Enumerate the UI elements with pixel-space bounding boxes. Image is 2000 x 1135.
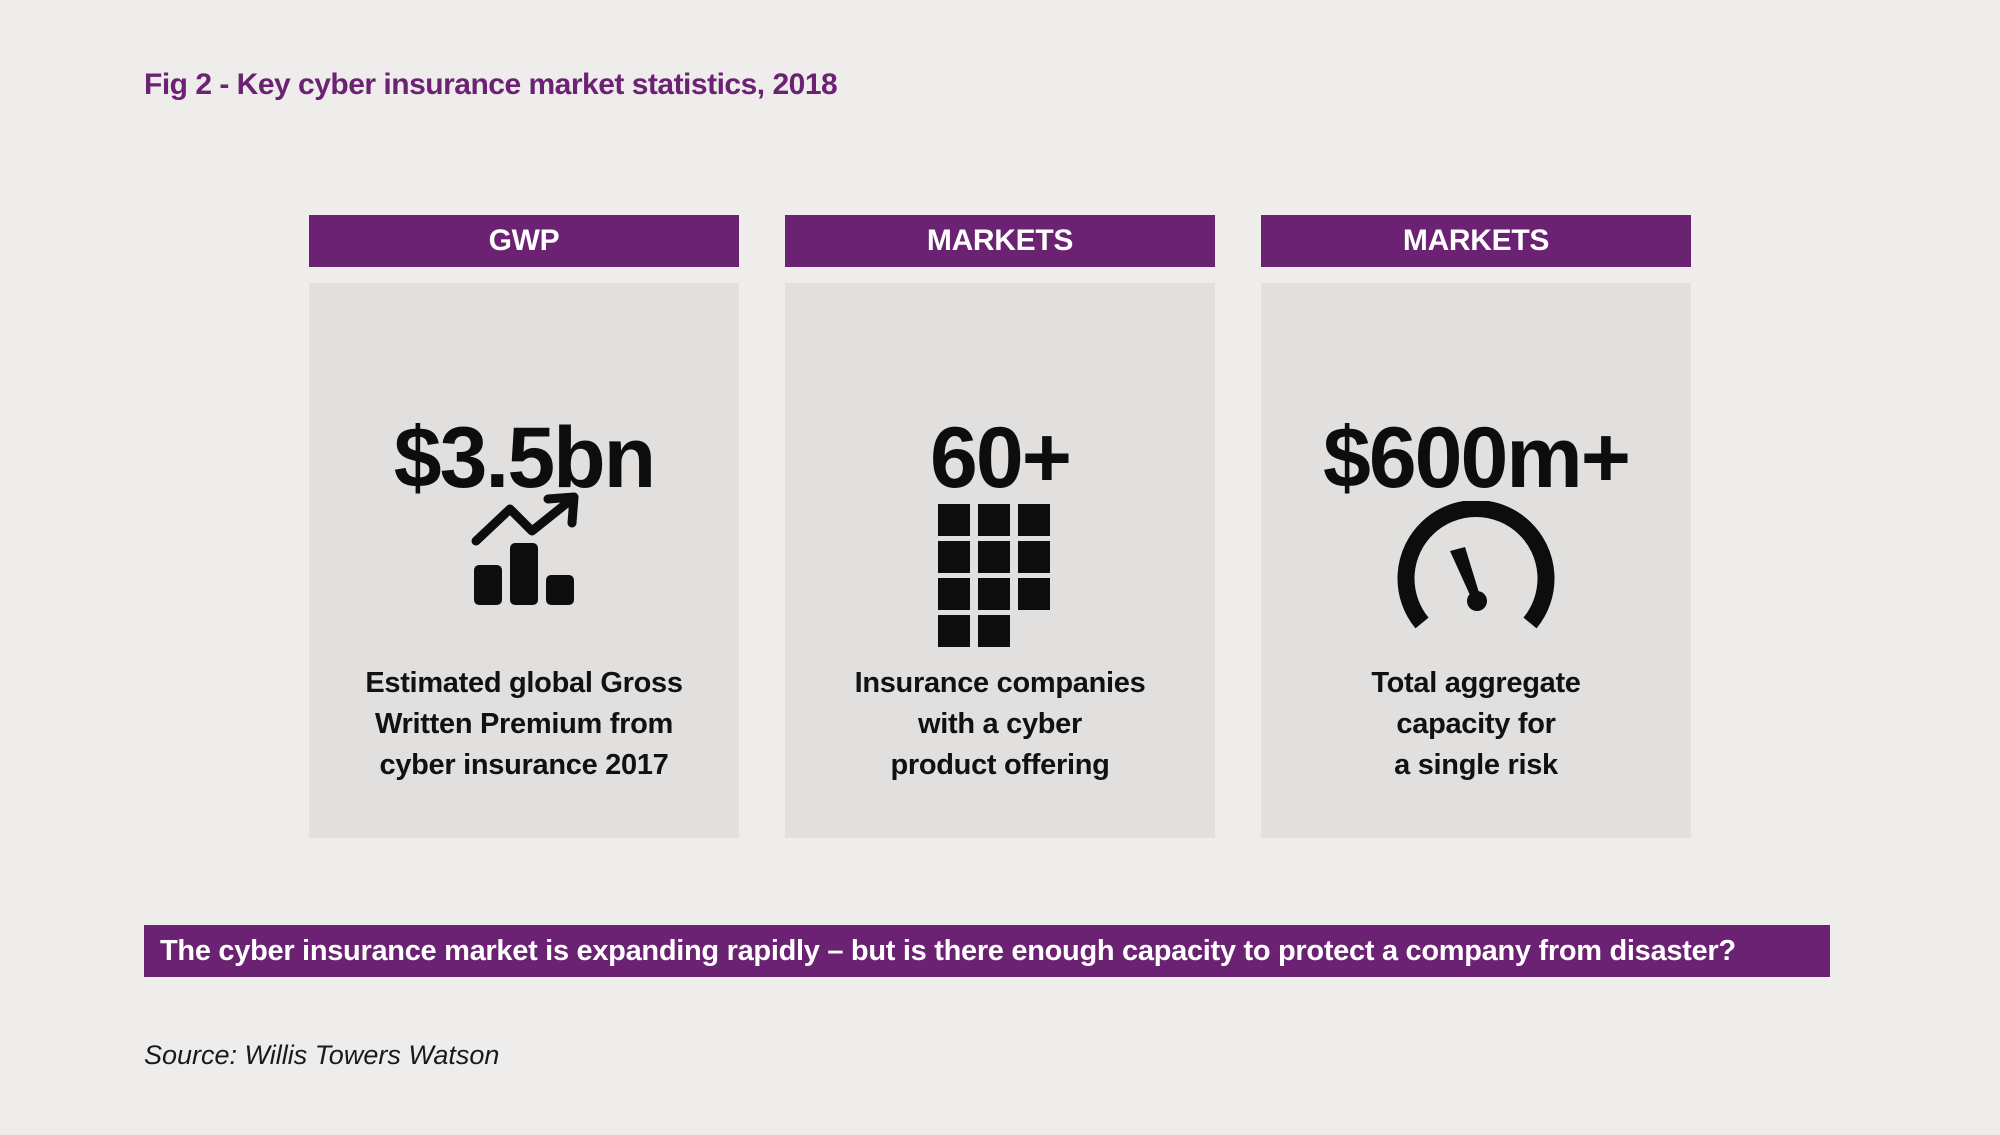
stat-column-markets-count: MARKETS 60+ Insurance companies with a c… (785, 215, 1215, 838)
stat-column-markets-capacity: MARKETS $600m+ Total aggregate capacity … (1261, 215, 1691, 838)
key-message-banner: The cyber insurance market is expanding … (144, 925, 1830, 977)
stat-description: Total aggregate capacity for a single ri… (1261, 663, 1691, 786)
stat-description: Estimated global Gross Written Premium f… (309, 663, 739, 786)
stat-card: $600m+ Total aggregate capacity for a si… (1261, 283, 1691, 838)
stat-header: GWP (309, 215, 739, 267)
stat-description-line: Total aggregate (1371, 667, 1581, 699)
stat-description-line: Insurance companies (854, 667, 1146, 699)
source-credit: Source: Willis Towers Watson (144, 1040, 500, 1070)
stat-description-line: a single risk (1394, 749, 1558, 781)
stat-card: 60+ Insurance companies with a cyber pro… (785, 283, 1215, 838)
stat-description-line: with a cyber (917, 708, 1082, 740)
stat-value: $3.5bn (393, 410, 656, 506)
stat-header: MARKETS (785, 215, 1215, 267)
stat-description-line: capacity for (1396, 708, 1556, 740)
grid-blocks-icon (938, 504, 1052, 653)
stat-header: MARKETS (1261, 215, 1691, 267)
stat-column-gwp: GWP $3.5bn Estimated global Gross Writte… (309, 215, 739, 838)
stat-value: 60+ (930, 410, 1072, 506)
stat-description: Insurance companies with a cyber product… (785, 663, 1215, 786)
rising-bar-chart-icon (464, 491, 584, 616)
stat-card: $3.5bn Estimated global Gross Written Pr… (309, 283, 739, 838)
stat-description-line: cyber insurance 2017 (379, 749, 669, 781)
figure-title: Fig 2 - Key cyber insurance market stati… (144, 68, 838, 101)
speedometer-gauge-icon (1394, 499, 1558, 636)
stat-description-line: product offering (890, 749, 1110, 781)
stat-value: $600m+ (1322, 410, 1631, 506)
stat-description-line: Estimated global Gross (365, 667, 683, 699)
stat-description-line: Written Premium from (374, 708, 673, 740)
